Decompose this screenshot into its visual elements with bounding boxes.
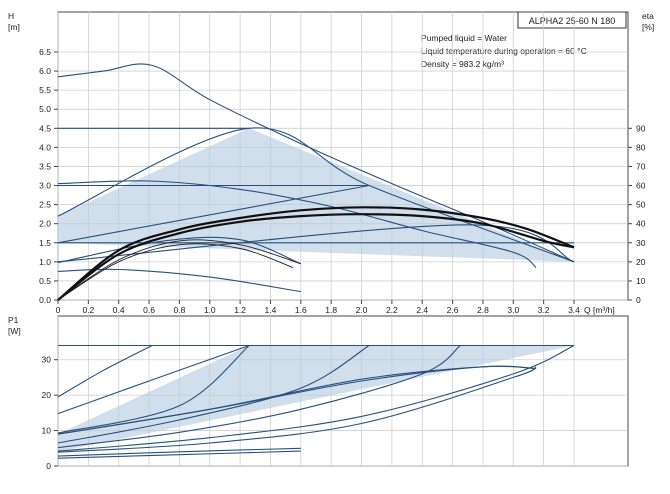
head-xtick-label: 1.6 bbox=[295, 305, 307, 315]
head-curve-4 bbox=[57, 224, 575, 263]
head-yunit: [m] bbox=[8, 22, 20, 32]
head-ytick-label: 6.5 bbox=[39, 47, 51, 57]
eta-tick-label: 70 bbox=[636, 161, 646, 171]
head-curve-12 bbox=[57, 239, 301, 301]
head-xtick-label: 2.4 bbox=[416, 305, 428, 315]
note-pumped-liquid: Pumped liquid = Water bbox=[421, 33, 507, 43]
power-curve-11 bbox=[57, 450, 301, 459]
head-curve-8 bbox=[57, 268, 301, 293]
eta-tick-label: 10 bbox=[636, 276, 646, 286]
power-curve-1 bbox=[57, 345, 153, 398]
head-xtick-label: 0.4 bbox=[113, 305, 125, 315]
head-ytick-label: 3.5 bbox=[39, 161, 51, 171]
power-ytick-label: 10 bbox=[42, 426, 52, 436]
head-curve-6 bbox=[57, 180, 537, 269]
eta-tick-label: 20 bbox=[636, 257, 646, 267]
head-xtick-label: 3.2 bbox=[538, 305, 550, 315]
power-ytick-label: 30 bbox=[42, 355, 52, 365]
head-xtick-label: 0 bbox=[56, 305, 61, 315]
eta-unit: [%] bbox=[642, 22, 654, 32]
head-xtick-label: 0.6 bbox=[143, 305, 155, 315]
power-yunit: [W] bbox=[8, 326, 21, 336]
head-ytick-label: 5.0 bbox=[39, 104, 51, 114]
head-xtick-label: 2.0 bbox=[356, 305, 368, 315]
head-curve-7 bbox=[57, 236, 302, 265]
head-ytick-label: 4.5 bbox=[39, 123, 51, 133]
power-curve-3 bbox=[57, 345, 250, 434]
title-box-text: ALPHA2 25-60 N 180 bbox=[529, 16, 616, 26]
head-ytick-label: 0.5 bbox=[39, 276, 51, 286]
eta-tick-label: 40 bbox=[636, 219, 646, 229]
eta-tick-label: 30 bbox=[636, 238, 646, 248]
head-xtick-label: 3.4 bbox=[568, 305, 580, 315]
head-xtick-label: 1.8 bbox=[325, 305, 337, 315]
head-ytick-label: 2.0 bbox=[39, 219, 51, 229]
head-curve-9 bbox=[57, 184, 370, 244]
head-ylabel: H bbox=[8, 11, 14, 21]
head-ytick-label: 2.5 bbox=[39, 200, 51, 210]
eta-tick-label: 90 bbox=[636, 123, 646, 133]
eta-tick-label: 0 bbox=[636, 295, 641, 305]
head-ytick-label: 1.5 bbox=[39, 238, 51, 248]
head-curve-10 bbox=[57, 206, 575, 301]
power-operating-area bbox=[58, 345, 574, 452]
head-curve-0 bbox=[57, 63, 575, 263]
power-curve-6 bbox=[57, 345, 575, 452]
head-xtick-label: 1.4 bbox=[265, 305, 277, 315]
head-xtick-label: 2.6 bbox=[447, 305, 459, 315]
head-ytick-label: 1.0 bbox=[39, 257, 51, 267]
eta-tick-label: 50 bbox=[636, 200, 646, 210]
head-xtick-label: 0.8 bbox=[173, 305, 185, 315]
head-xlabel: Q [m³/h] bbox=[584, 305, 615, 315]
note-liquid-temperature: Liquid temperature during operation = 60… bbox=[421, 46, 587, 56]
head-xtick-label: 2.2 bbox=[386, 305, 398, 315]
head-xtick-label: 2.8 bbox=[477, 305, 489, 315]
head-xtick-label: 1.2 bbox=[234, 305, 246, 315]
head-xtick-label: 3.0 bbox=[507, 305, 519, 315]
head-curve-11 bbox=[57, 213, 575, 301]
head-ytick-label: 6.0 bbox=[39, 66, 51, 76]
head-curve-13 bbox=[57, 243, 294, 301]
power-ytick-label: 0 bbox=[46, 461, 51, 471]
head-curve-5 bbox=[57, 127, 575, 263]
power-curve-10 bbox=[57, 447, 301, 457]
power-curve-9 bbox=[57, 365, 537, 435]
head-xtick-label: 1.0 bbox=[204, 305, 216, 315]
eta-label: eta bbox=[642, 11, 654, 21]
head-ytick-label: 4.0 bbox=[39, 142, 51, 152]
eta-tick-label: 60 bbox=[636, 181, 646, 191]
power-ytick-label: 20 bbox=[42, 390, 52, 400]
head-xtick-label: 0.2 bbox=[82, 305, 94, 315]
power-curve-2 bbox=[57, 344, 250, 415]
head-ytick-label: 0.0 bbox=[39, 295, 51, 305]
note-density: Density = 983.2 kg/m³ bbox=[421, 59, 504, 69]
head-ytick-label: 5.5 bbox=[39, 85, 51, 95]
power-curve-4 bbox=[57, 345, 370, 444]
power-curve-7 bbox=[57, 366, 537, 453]
head-ytick-label: 3.0 bbox=[39, 181, 51, 191]
power-ylabel: P1 bbox=[8, 315, 19, 325]
eta-tick-label: 80 bbox=[636, 142, 646, 152]
